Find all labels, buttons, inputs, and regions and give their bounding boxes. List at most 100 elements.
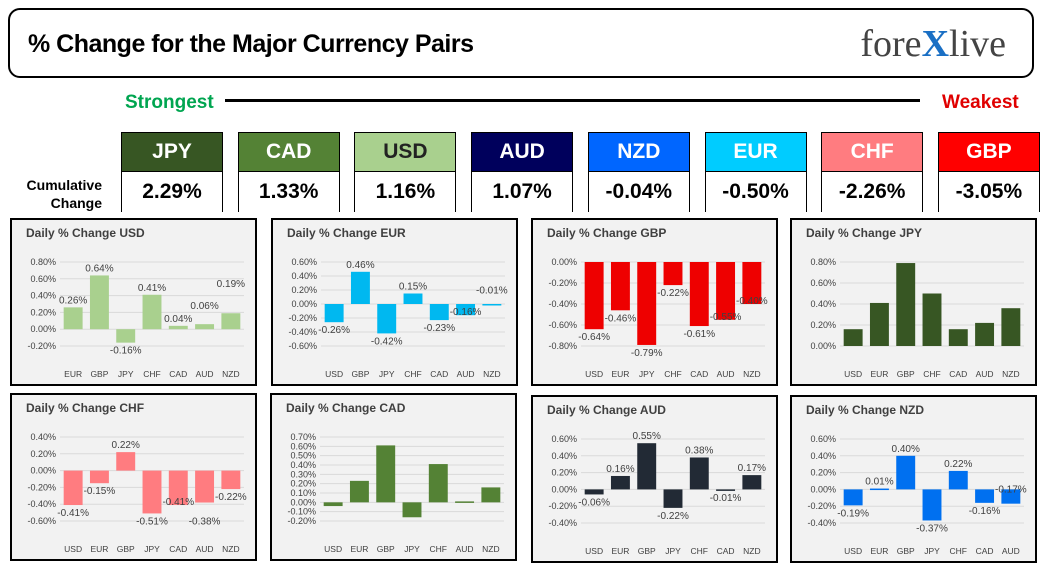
y-tick-label: 0.30% <box>290 469 316 479</box>
y-tick-label: -0.40% <box>548 518 577 528</box>
chart-title: Daily % Change NZD <box>806 403 925 417</box>
x-tick-label: JPY <box>639 369 655 379</box>
currency-cumulative-value: -0.04% <box>588 172 689 212</box>
bar-aud <box>195 324 215 330</box>
bar-jpy <box>922 489 942 521</box>
data-label: -0.61% <box>683 329 715 340</box>
bar-cad <box>168 325 188 330</box>
chart-title: Daily % Change AUD <box>547 403 666 417</box>
bar-eur <box>89 470 109 484</box>
y-tick-label: 0.40% <box>291 271 317 281</box>
x-tick-label: GBP <box>638 546 656 556</box>
bar-usd <box>63 470 83 506</box>
chart-panel: -0.20% 0.00% 0.20% 0.40% 0.60% 0.80% EUR GBP JPY… <box>10 218 257 386</box>
bar-eur <box>869 302 889 346</box>
data-label: 0.46% <box>346 260 374 271</box>
bar-chf <box>142 294 162 330</box>
currency-box-chf: CHF -2.26% <box>821 132 924 212</box>
bar-chf <box>428 464 448 503</box>
x-tick-label: JPY <box>118 369 134 379</box>
data-label: -0.55% <box>710 312 742 323</box>
x-tick-label: EUR <box>611 546 629 556</box>
x-tick-label: NZD <box>222 544 239 554</box>
x-tick-label: USD <box>844 369 862 379</box>
y-tick-label: 0.80% <box>810 257 836 267</box>
bar-cad <box>168 470 188 506</box>
chart-title: Daily % Change JPY <box>806 226 923 240</box>
bar-gbp <box>89 275 109 330</box>
y-tick-label: 0.60% <box>290 441 316 451</box>
x-tick-label: GBP <box>897 369 915 379</box>
currency-name: CHF <box>822 133 923 172</box>
y-tick-label: -0.20% <box>807 501 836 511</box>
bar-chart: -0.60% -0.40% -0.20% 0.00% 0.20% 0.40% 0.60% US… <box>288 257 508 379</box>
x-tick-label: USD <box>585 369 603 379</box>
page-title: % Change for the Major Currency Pairs <box>28 30 474 58</box>
currency-box-usd: USD 1.16% <box>354 132 457 212</box>
currency-cumulative-value: 1.16% <box>355 172 456 212</box>
y-tick-label: -0.80% <box>548 341 577 351</box>
bar-jpy <box>377 304 397 334</box>
bar-aud <box>1001 489 1021 504</box>
data-label: -0.22% <box>657 511 689 522</box>
data-label: 0.17% <box>738 463 766 474</box>
x-tick-label: CAD <box>169 544 187 554</box>
x-tick-label: NZD <box>482 544 499 554</box>
data-label: -0.19% <box>837 508 869 519</box>
currency-name: JPY <box>122 133 222 172</box>
bar-chart: 0.00% 0.20% 0.40% 0.60% 0.80% USD EUR GBP CHF CAD… <box>810 257 1024 379</box>
bar-jpy <box>116 329 136 343</box>
y-tick-label: 0.20% <box>291 285 317 295</box>
y-tick-label: 0.20% <box>551 468 577 478</box>
bar-chart: -0.20% 0.00% 0.20% 0.40% 0.60% 0.80% EUR GBP JPY… <box>27 257 245 379</box>
x-tick-label: JPY <box>665 546 681 556</box>
y-tick-label: 0.40% <box>290 460 316 470</box>
y-tick-label: 0.40% <box>810 299 836 309</box>
strongest-label: Strongest <box>125 92 214 113</box>
chart-title: Daily % Change EUR <box>287 226 406 240</box>
x-tick-label: NZD <box>222 369 239 379</box>
x-tick-label: CAD <box>976 546 994 556</box>
x-tick-label: USD <box>324 544 342 554</box>
bar-chart: -0.60% -0.40% -0.20% 0.00% 0.20% 0.40% USD EUR G… <box>27 432 246 554</box>
data-label: -0.06% <box>578 497 610 508</box>
chart-panel: -0.60% -0.40% -0.20% 0.00% 0.20% 0.40% 0.60% US… <box>271 218 518 386</box>
x-tick-label: EUR <box>350 544 368 554</box>
bar-usd <box>843 489 863 506</box>
bar-aud <box>456 304 476 316</box>
currency-cumulative-value: -2.26% <box>822 172 923 212</box>
chart-panel: -0.40% -0.20% 0.00% 0.20% 0.40% 0.60% USD EUR GB… <box>531 395 778 563</box>
data-label: 0.40% <box>892 444 920 455</box>
data-label: -0.64% <box>578 332 610 343</box>
bar-chart: -0.80% -0.60% -0.40% -0.20% 0.00% USD EUR JPY CH… <box>548 257 767 379</box>
data-label: -0.16% <box>110 346 142 357</box>
data-label: 0.19% <box>217 279 245 290</box>
bar-aud <box>716 262 736 320</box>
bar-gbp <box>637 443 657 490</box>
chart-panel: -0.80% -0.60% -0.40% -0.20% 0.00% USD EUR JPY CH… <box>531 218 778 386</box>
y-tick-label: -0.60% <box>548 320 577 330</box>
bar-chf <box>948 470 968 490</box>
bar-cad <box>948 329 968 346</box>
x-tick-label: EUR <box>90 544 108 554</box>
data-label: -0.41% <box>57 508 89 519</box>
bar-nzd <box>742 475 762 490</box>
currency-box-eur: EUR -0.50% <box>704 132 807 212</box>
cumulative-change-label: Cumulative Change <box>24 176 102 212</box>
x-tick-label: CAD <box>690 369 708 379</box>
y-tick-label: 0.40% <box>30 291 56 301</box>
x-tick-label: USD <box>325 369 343 379</box>
chart-panel: -0.20% -0.10% 0.00% 0.10% 0.20% 0.30% 0.40% 0.5… <box>270 393 517 561</box>
data-label: 0.04% <box>164 314 192 325</box>
currency-box-gbp: GBP -3.05% <box>937 132 1040 212</box>
data-label: -0.01% <box>476 286 508 297</box>
bar-eur <box>610 262 630 311</box>
currency-name: AUD <box>472 133 573 172</box>
y-tick-label: 0.60% <box>551 434 577 444</box>
bar-aud <box>195 470 215 503</box>
currency-box-jpy: JPY 2.29% <box>121 132 223 212</box>
data-label: -0.01% <box>710 493 742 504</box>
y-tick-label: 0.00% <box>291 299 317 309</box>
x-tick-label: USD <box>64 544 82 554</box>
data-label: 0.22% <box>944 459 972 470</box>
